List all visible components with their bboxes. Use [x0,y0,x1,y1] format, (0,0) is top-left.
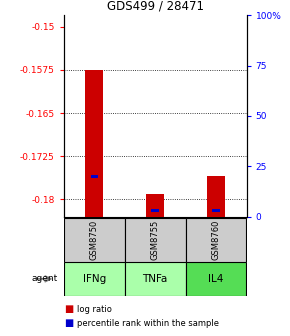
Bar [64,262,125,296]
Text: IFNg: IFNg [83,274,106,284]
Bar [186,262,246,296]
Text: ■: ■ [64,318,73,328]
Bar [207,176,225,217]
Text: log ratio: log ratio [77,305,111,314]
Bar [125,262,186,296]
Bar [85,70,103,217]
Text: percentile rank within the sample: percentile rank within the sample [77,319,219,328]
Text: IL4: IL4 [208,274,224,284]
Bar [90,175,98,178]
Text: GSM8755: GSM8755 [151,220,160,260]
Text: agent: agent [32,275,58,283]
Bar [212,209,220,212]
Bar [151,209,159,212]
Text: ■: ■ [64,304,73,314]
Title: GDS499 / 28471: GDS499 / 28471 [107,0,204,12]
Bar [64,218,125,262]
Text: GSM8760: GSM8760 [211,220,221,260]
Bar [146,194,164,217]
Bar [125,218,186,262]
Bar [186,218,246,262]
Text: TNFa: TNFa [142,274,168,284]
Text: GSM8750: GSM8750 [90,220,99,260]
